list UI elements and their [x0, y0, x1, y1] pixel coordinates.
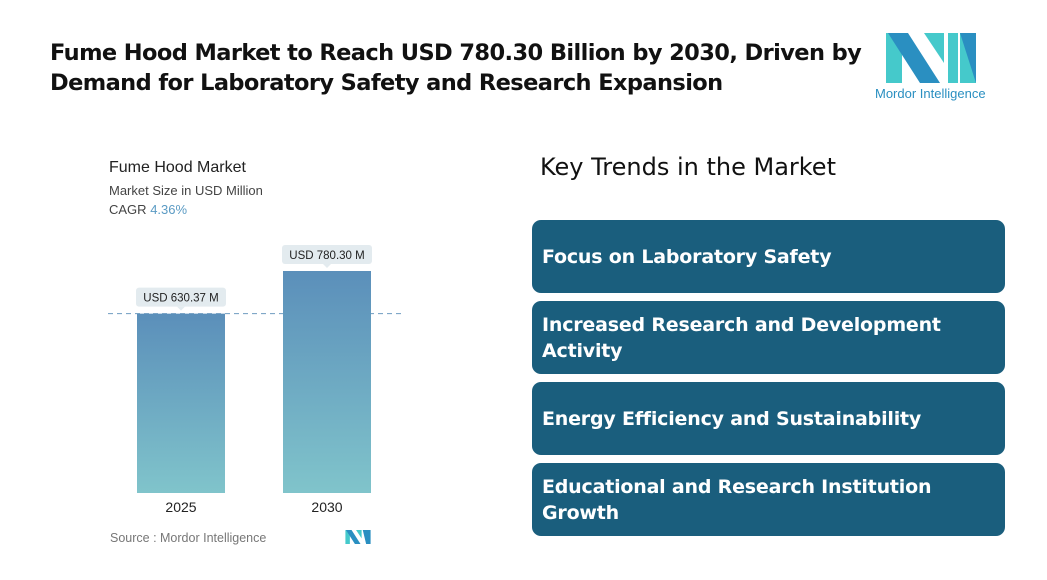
cagr: CAGR 4.36% [109, 202, 187, 217]
data-label: USD 780.30 M [289, 250, 364, 262]
data-label-pointer [177, 306, 185, 311]
x-tick-label: 2025 [165, 499, 196, 515]
trend-item: Increased Research and Development Activ… [532, 301, 1005, 374]
chart-title: Fume Hood Market [109, 159, 246, 176]
trends-heading: Key Trends in the Market [540, 153, 836, 181]
trend-item: Educational and Research Institution Gro… [532, 463, 1005, 536]
mordor-logo-icon [886, 33, 976, 83]
source-text: Source : Mordor Intelligence [110, 531, 267, 545]
data-label-bg [136, 287, 226, 307]
cagr-label: CAGR [109, 202, 147, 217]
trend-item: Energy Efficiency and Sustainability [532, 382, 1005, 455]
bar-2030 [283, 271, 371, 493]
bar-2025 [137, 313, 225, 493]
page-title: Fume Hood Market to Reach USD 780.30 Bil… [50, 40, 862, 96]
logo-text: Mordor Intelligence [875, 86, 986, 101]
small-logo-icon [345, 530, 371, 544]
data-label: USD 630.37 M [143, 293, 218, 305]
cagr-value: 4.36% [150, 202, 188, 217]
chart-subtitle: Market Size in USD Million [109, 183, 263, 198]
x-tick-label: 2030 [311, 499, 342, 515]
data-label-pointer [323, 264, 331, 268]
data-label-bg [282, 245, 372, 264]
trend-item: Focus on Laboratory Safety [532, 220, 1005, 293]
